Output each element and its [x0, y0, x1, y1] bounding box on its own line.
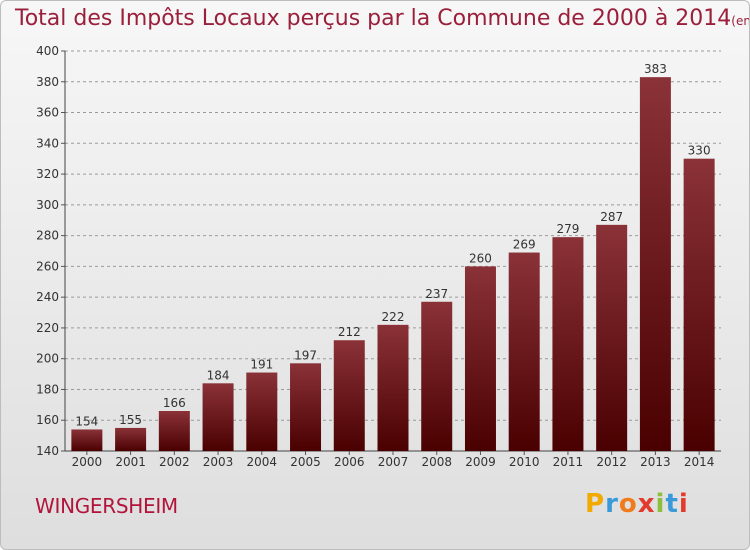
- x-tick-label: 2010: [509, 455, 540, 469]
- data-label: 154: [75, 414, 98, 428]
- data-label: 155: [119, 413, 142, 427]
- bar-2003: [202, 383, 234, 451]
- x-tick-label: 2005: [290, 455, 321, 469]
- y-tick-label: 240: [36, 290, 59, 304]
- commune-name: WINGERSHEIM: [35, 494, 178, 518]
- logo-letter: i: [678, 489, 689, 519]
- y-tick-label: 300: [36, 198, 59, 212]
- x-tick-label: 2004: [247, 455, 278, 469]
- y-tick-label: 280: [36, 229, 59, 243]
- logo-letter: x: [637, 489, 656, 519]
- x-tick-label: 2007: [378, 455, 409, 469]
- y-tick-label: 400: [36, 44, 59, 58]
- y-tick-label: 160: [36, 413, 59, 427]
- y-tick-label: 200: [36, 352, 59, 366]
- x-tick-label: 2012: [596, 455, 627, 469]
- logo-letter: P: [585, 489, 606, 519]
- logo-letter: t: [665, 489, 679, 519]
- bar-2014: [683, 158, 715, 451]
- data-label: 330: [688, 144, 711, 158]
- x-tick-label: 2014: [684, 455, 715, 469]
- bar-2004: [246, 372, 278, 451]
- data-label: 237: [425, 287, 448, 301]
- x-tick-label: 2000: [72, 455, 103, 469]
- y-tick-label: 380: [36, 75, 59, 89]
- data-label: 260: [469, 251, 492, 265]
- x-tick-label: 2008: [421, 455, 452, 469]
- y-tick-label: 180: [36, 382, 59, 396]
- bar-2005: [290, 363, 322, 451]
- proxiti-logo: Proxiti: [585, 489, 689, 519]
- data-label: 166: [163, 396, 186, 410]
- bar-2001: [115, 427, 147, 451]
- x-tick-label: 2002: [159, 455, 190, 469]
- bar-2010: [508, 252, 540, 451]
- y-tick-label: 320: [36, 167, 59, 181]
- data-label: 184: [207, 368, 230, 382]
- bar-2007: [377, 324, 409, 451]
- x-tick-label: 2006: [334, 455, 365, 469]
- data-label: 212: [338, 325, 361, 339]
- data-label: 191: [250, 358, 273, 372]
- y-tick-label: 260: [36, 259, 59, 273]
- data-label: 269: [513, 238, 536, 252]
- bar-2008: [421, 301, 453, 451]
- y-tick-label: 360: [36, 106, 59, 120]
- x-tick-label: 2003: [203, 455, 234, 469]
- bar-2013: [639, 77, 671, 452]
- x-tick-label: 2009: [465, 455, 496, 469]
- bar-2011: [552, 237, 584, 451]
- x-tick-label: 2001: [115, 455, 146, 469]
- chart-title: Total des Impôts Locaux perçus par la Co…: [15, 6, 750, 31]
- logo-letter: i: [655, 489, 666, 519]
- bar-2006: [333, 340, 365, 451]
- data-label: 222: [382, 310, 405, 324]
- title-text: Total des Impôts Locaux perçus par la Co…: [15, 6, 732, 31]
- bar-2000: [71, 429, 103, 451]
- bar-2012: [596, 224, 628, 451]
- bar-2009: [464, 266, 496, 451]
- x-tick-label: 2011: [553, 455, 584, 469]
- logo-letter: o: [618, 489, 638, 519]
- bar-2002: [158, 411, 190, 451]
- y-tick-label: 220: [36, 321, 59, 335]
- data-label: 279: [556, 222, 579, 236]
- data-label: 287: [600, 210, 623, 224]
- title-unit: (en milliers d'€): [731, 14, 750, 28]
- logo-letter: r: [605, 489, 619, 519]
- data-label: 383: [644, 62, 667, 76]
- x-tick-label: 2013: [640, 455, 671, 469]
- y-tick-label: 140: [36, 444, 59, 458]
- data-label: 197: [294, 348, 317, 362]
- y-tick-label: 340: [36, 136, 59, 150]
